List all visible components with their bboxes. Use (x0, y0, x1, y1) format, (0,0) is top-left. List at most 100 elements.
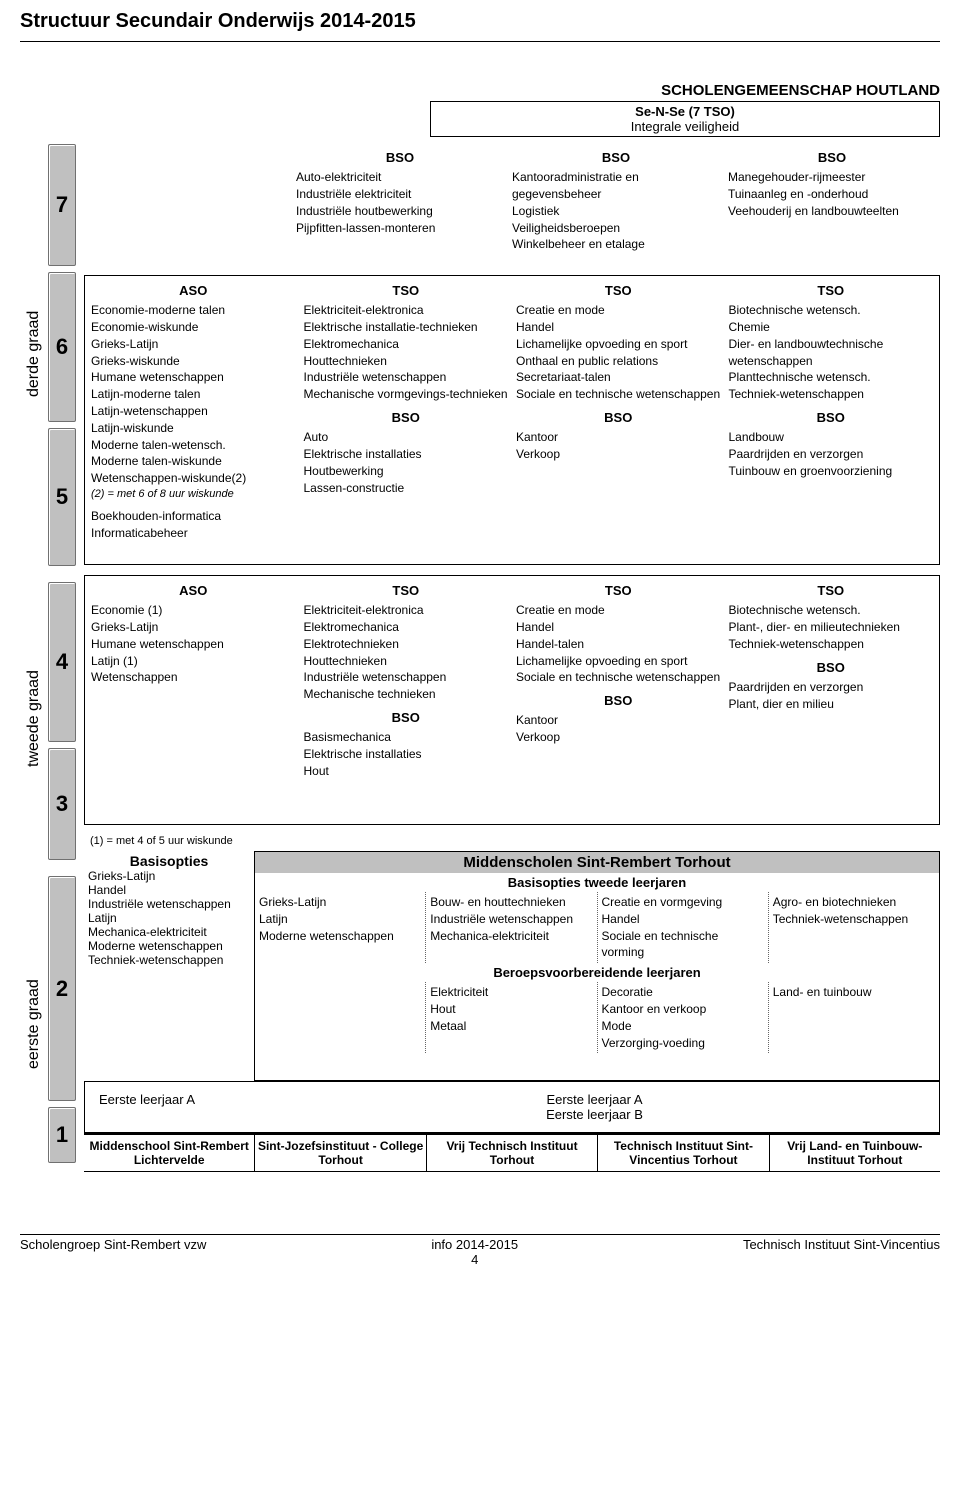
g56-c3-i2: Lichamelijke opvoeding en sport (516, 336, 721, 353)
g34-c3-hdr2: BSO (516, 692, 721, 710)
g56-c1-i0: Economie-moderne talen (91, 302, 296, 319)
g56-c1-i4: Humane wetenschappen (91, 369, 296, 386)
g56-c4-i1: Chemie (729, 319, 934, 336)
school-1: Middenschool Sint-Rembert Lichtervelde (84, 1135, 255, 1171)
m-r2c3-2: Mode (602, 1018, 764, 1035)
mid-row2: Elektriciteit Hout Metaal Decoratie Kant… (255, 982, 939, 1053)
grade7-c4-i2: Veehouderij en landbouwteelten (728, 203, 936, 220)
year-7-box: 7 (48, 144, 76, 266)
vertical-labels-column: derde graad tweede graad eerste graad (20, 82, 48, 1184)
m-r2c3-3: Verzorging-voeding (602, 1035, 764, 1052)
grade34-col4: TSO Biotechnische wetensch. Plant-, dier… (725, 580, 938, 820)
grade7-c4-hdr: BSO (728, 149, 936, 167)
g34-c1-i2: Humane wetenschappen (91, 636, 296, 653)
grade7-c3-i1: Logistiek (512, 203, 720, 220)
beroeps-subhead: Beroepsvoorbereidende leerjaren (255, 963, 939, 982)
grade56-col3: TSO Creatie en mode Handel Lichamelijke … (512, 280, 725, 560)
year-3-box: 3 (48, 748, 76, 860)
basis-i2: Industriële wetenschappen (88, 897, 250, 911)
g56-c2-j3: Lassen-constructie (304, 480, 509, 497)
grade7-c3-i3: Winkelbeheer en etalage (512, 236, 720, 253)
m-r1c1-0: Grieks-Latijn (259, 894, 421, 911)
g34-c4-hdr: TSO (729, 582, 934, 600)
schools-row: Middenschool Sint-Rembert Lichtervelde S… (84, 1133, 940, 1172)
g56-c4-i3: Planttechnische wetensch. (729, 369, 934, 386)
g56-c1-i1: Economie-wiskunde (91, 319, 296, 336)
m-r1c4-1: Techniek-wetenschappen (773, 911, 935, 928)
g34-c1-i0: Economie (1) (91, 602, 296, 619)
grade7-col3: BSO Kantooradministratie en gegevensbehe… (508, 147, 724, 275)
year1-left: Eerste leerjaar A (89, 1092, 254, 1122)
grade56-col1: ASO Economie-moderne talen Economie-wisk… (87, 280, 300, 560)
year-4-box: 4 (48, 582, 76, 742)
m-r2c2-2: Metaal (430, 1018, 592, 1035)
g56-c4-i0: Biotechnische wetensch. (729, 302, 934, 319)
vlabel-eerste-graad: eerste graad (20, 874, 48, 1174)
grade7-col4: BSO Manegehouder-rijmeester Tuinaanleg e… (724, 147, 940, 275)
g56-c4-j1: Paardrijden en verzorgen (729, 446, 934, 463)
g34-c2-hdr2: BSO (304, 709, 509, 727)
main-layout: derde graad tweede graad eerste graad 7 … (20, 82, 940, 1184)
g56-c1-i2: Grieks-Latijn (91, 336, 296, 353)
g34-c2-j2: Hout (304, 763, 509, 780)
footer-left: Scholengroep Sint-Rembert vzw (20, 1237, 206, 1267)
g34-c2-i0: Elektriciteit-elektronica (304, 602, 509, 619)
g34-c3-i0: Creatie en mode (516, 602, 721, 619)
mid-r1c4: Agro- en biotechnieken Techniek-wetensch… (769, 892, 939, 963)
g56-c2-i3: Houttechnieken (304, 353, 509, 370)
m-r1c2-2: Mechanica-elektriciteit (430, 928, 592, 945)
g34-c4-hdr2: BSO (729, 659, 934, 677)
m-r1c1-1: Latijn (259, 911, 421, 928)
m-r2c3-1: Kantoor en verkoop (602, 1001, 764, 1018)
grade7-row: BSO Auto-elektriciteit Industriële elekt… (84, 147, 940, 275)
g34-c2-i1: Elektromechanica (304, 619, 509, 636)
g34-c3-i2: Handel-talen (516, 636, 721, 653)
g56-c2-j2: Houtbewerking (304, 463, 509, 480)
grade34-col1: ASO Economie (1) Grieks-Latijn Humane we… (87, 580, 300, 820)
vlabel-derde-graad: derde graad (20, 144, 48, 564)
basisopties-block: Basisopties Grieks-Latijn Handel Industr… (84, 851, 254, 1081)
g34-c2-i2: Elektrotechnieken (304, 636, 509, 653)
g56-c3-i5: Sociale en technische wetenschappen (516, 386, 721, 403)
g56-c3-i0: Creatie en mode (516, 302, 721, 319)
g34-c3-j0: Kantoor (516, 712, 721, 729)
year1-rightA: Eerste leerjaar A (254, 1092, 935, 1107)
m-r1c2-1: Industriële wetenschappen (430, 911, 592, 928)
year-6-box: 6 (48, 272, 76, 422)
g56-c4-j2: Tuinbouw en groenvoorziening (729, 463, 934, 480)
year1-right: Eerste leerjaar A Eerste leerjaar B (254, 1092, 935, 1122)
grade34-box: ASO Economie (1) Grieks-Latijn Humane we… (84, 575, 940, 825)
g56-c3-i4: Secretariaat-talen (516, 369, 721, 386)
grade7-c2-i2: Industriële houtbewerking (296, 203, 504, 220)
sense-body: Integrale veiligheid (431, 119, 939, 134)
mid-r2c1 (255, 982, 426, 1053)
g56-c4-j0: Landbouw (729, 429, 934, 446)
g34-c4-j1: Plant, dier en milieu (729, 696, 934, 713)
mid-r1c3: Creatie en vormgeving Handel Sociale en … (598, 892, 769, 963)
grade7-c2-i3: Pijpfitten-lassen-monteren (296, 220, 504, 237)
grade34-col3: TSO Creatie en mode Handel Handel-talen … (512, 580, 725, 820)
content-column: SCHOLENGEMEENSCHAP HOUTLAND Se-N-Se (7 T… (76, 82, 940, 1184)
page-title: Structuur Secundair Onderwijs 2014-2015 (20, 10, 940, 33)
g34-c2-j0: Basismechanica (304, 729, 509, 746)
g56-c1-note: (2) = met 6 of 8 uur wiskunde (91, 487, 296, 502)
m-r1c3-1: Handel (602, 911, 764, 928)
m-r2c4-0: Land- en tuinbouw (773, 984, 935, 1001)
school-3: Vrij Technisch Instituut Torhout (427, 1135, 598, 1171)
year-gap-2 (48, 866, 76, 876)
footer-right: Technisch Instituut Sint-Vincentius (743, 1237, 940, 1267)
sense-head: Se-N-Se (7 TSO) (431, 104, 939, 119)
basis-i5: Moderne wetenschappen (88, 939, 250, 953)
m-r2c2-0: Elektriciteit (430, 984, 592, 1001)
g34-c3-j1: Verkoop (516, 729, 721, 746)
basis-i4: Mechanica-elektriciteit (88, 925, 250, 939)
school-group-title: SCHOLENGEMEENSCHAP HOUTLAND (430, 82, 940, 99)
g34-c3-i4: Sociale en technische wetenschappen (516, 669, 721, 686)
mid-r2c3: Decoratie Kantoor en verkoop Mode Verzor… (598, 982, 769, 1053)
g56-c2-j0: Auto (304, 429, 509, 446)
g56-c2-i1: Elektrische installatie-technieken (304, 319, 509, 336)
grade7-c2-i1: Industriële elektriciteit (296, 186, 504, 203)
school-4: Technisch Instituut Sint-Vincentius Torh… (598, 1135, 769, 1171)
year-spacer (48, 82, 76, 144)
grade7-c3-hdr: BSO (512, 149, 720, 167)
